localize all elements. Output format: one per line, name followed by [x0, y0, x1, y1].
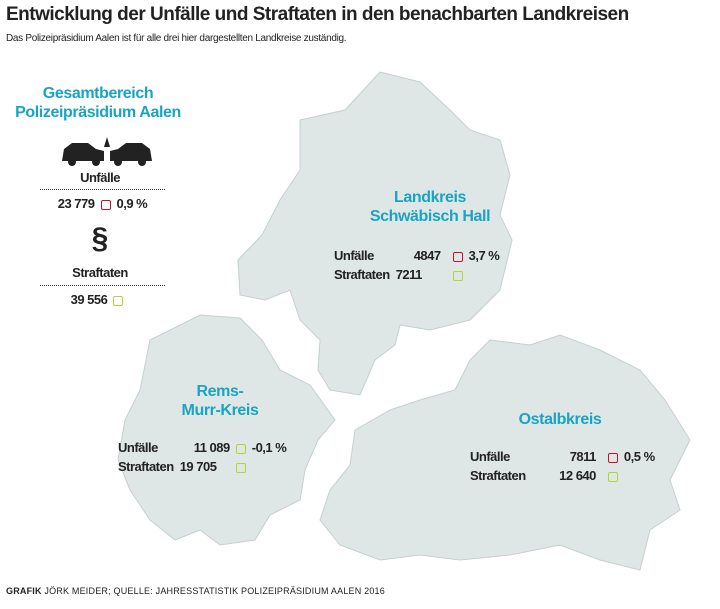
accidents-label: Unfälle [118, 440, 158, 455]
total-accidents-label: Unfälle [80, 170, 120, 185]
trend-up-icon [100, 199, 111, 210]
trend-up-icon [607, 452, 618, 463]
total-title-line2: Polizeipräsidium Aalen [15, 104, 181, 121]
accidents-value: 7811 [569, 449, 597, 464]
paragraph-icon: § [91, 222, 109, 255]
divider [40, 189, 165, 190]
district-name: Landkreis Schwäbisch Hall [340, 188, 520, 226]
accidents-label: Unfälle [334, 248, 374, 263]
crimes-value: 7211 [395, 267, 423, 282]
divider [40, 285, 165, 286]
district-name-line1: Rems- [196, 383, 244, 400]
total-accidents-value: 23 779 [57, 196, 95, 211]
region-ostalbkreis [319, 334, 691, 571]
region-schwaebisch-hall [237, 71, 513, 396]
district-stats: Unfälle 11 089 -0,1 % Straftaten 19 705 [118, 438, 292, 476]
accidents-value: 4847 [413, 248, 441, 263]
district-name-line2: Murr-Kreis [181, 402, 259, 419]
total-title: Gesamtbereich Polizeipräsidium Aalen [8, 84, 188, 122]
crimes-label: Straftaten [470, 468, 526, 483]
trend-down-icon [452, 270, 463, 281]
accidents-change: -0,1 % [251, 440, 287, 455]
page-title: Entwicklung der Unfälle und Straftaten i… [6, 4, 629, 25]
crimes-label: Straftaten [334, 267, 390, 282]
credit-text: JÖRK MEIDER; QUELLE: JAHRESSTATISTIK POL… [44, 586, 385, 596]
accidents-value: 11 089 [193, 440, 231, 455]
car-crash-icon [62, 137, 152, 166]
trend-up-icon [452, 251, 463, 262]
trend-down-icon [113, 295, 124, 306]
crimes-label: Straftaten [118, 459, 174, 474]
total-crimes-value: 39 556 [70, 292, 108, 307]
district-name: Ostalbkreis [480, 410, 640, 429]
district-name-line1: Ostalbkreis [518, 411, 602, 428]
footer-credit: GRAFIK JÖRK MEIDER; QUELLE: JAHRESSTATIS… [6, 586, 385, 596]
district-name: Rems- Murr-Kreis [140, 382, 300, 420]
district-stats: Unfälle 4847 3,7 % Straftaten 7211 [334, 246, 505, 284]
district-name-line1: Landkreis [394, 189, 466, 206]
total-crimes-label: Straftaten [72, 265, 128, 280]
credit-label: GRAFIK [6, 586, 42, 596]
accidents-change: 0,5 % [623, 449, 655, 464]
crimes-value: 19 705 [179, 459, 217, 474]
total-title-line1: Gesamtbereich [42, 85, 154, 102]
total-accidents-change: 0,9 % [116, 196, 148, 211]
trend-down-icon [235, 462, 246, 473]
district-name-line2: Schwäbisch Hall [369, 208, 491, 225]
region-rems-murr [117, 314, 336, 546]
crimes-value: 12 640 [559, 468, 596, 483]
district-stats: Unfälle 7811 0,5 % Straftaten 12 640 [470, 447, 661, 485]
subtitle: Das Polizeipräsidium Aalen ist für alle … [6, 33, 347, 44]
accidents-label: Unfälle [470, 449, 510, 464]
trend-down-icon [607, 471, 618, 482]
accidents-change: 3,7 % [468, 248, 500, 263]
total-accidents-row: 23 779 0,9 % [0, 196, 205, 211]
trend-down-icon [235, 443, 246, 454]
total-crimes-row: 39 556 [0, 292, 200, 307]
